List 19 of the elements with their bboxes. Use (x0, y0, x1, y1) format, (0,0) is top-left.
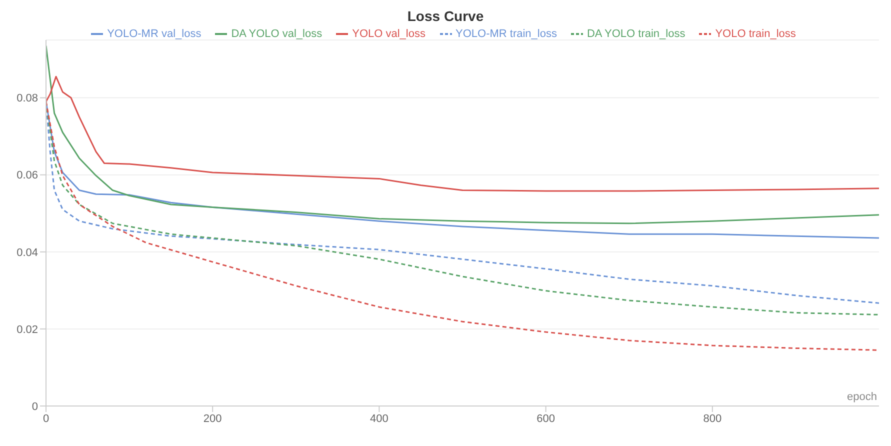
y-tick-label: 0.08 (16, 92, 38, 105)
y-tick-label: 0.02 (16, 324, 38, 336)
legend-label: YOLO-MR train_loss (454, 28, 557, 40)
y-tick-label: 0.06 (16, 170, 38, 182)
x-tick-label: 800 (703, 412, 722, 425)
legend-label: YOLO-MR val_loss (106, 28, 202, 40)
y-tick-label: 0 (32, 400, 38, 413)
legend-label: YOLO val_loss (351, 28, 426, 40)
line-series (46, 45, 879, 224)
x-tick-label: 0 (42, 412, 50, 425)
chart-title: Loss Curve (406, 8, 485, 24)
legend-label: DA YOLO val_loss (230, 28, 322, 40)
x-tick-label: 600 (536, 412, 555, 425)
x-axis-title: epoch (847, 391, 877, 403)
y-tick-label: 0.04 (16, 246, 38, 259)
legend-label: YOLO train_loss (714, 28, 796, 40)
legend-label: DA YOLO train_loss (586, 28, 686, 40)
x-tick-label: 200 (203, 412, 222, 425)
x-tick-label: 400 (370, 412, 388, 425)
